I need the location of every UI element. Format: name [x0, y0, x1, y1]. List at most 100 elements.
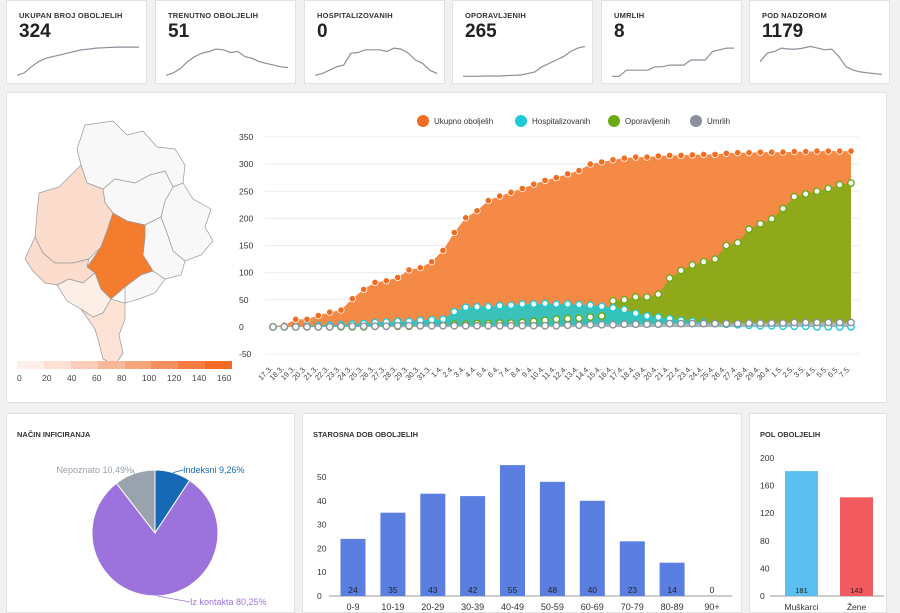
data-point[interactable] — [405, 266, 413, 274]
data-point[interactable] — [530, 180, 538, 188]
data-point[interactable] — [371, 278, 379, 286]
bar[interactable] — [579, 500, 605, 596]
data-point[interactable] — [631, 309, 640, 318]
data-point[interactable] — [666, 151, 674, 159]
bar[interactable] — [460, 496, 486, 596]
data-point[interactable] — [359, 322, 368, 331]
montenegro-map[interactable] — [15, 113, 225, 383]
data-point[interactable] — [767, 215, 776, 223]
data-point[interactable] — [598, 158, 606, 166]
data-point[interactable] — [643, 153, 651, 161]
data-point[interactable] — [552, 315, 561, 324]
kpi-card[interactable]: UKUPAN BROJ OBOLJELIH 324 — [6, 0, 147, 84]
data-point[interactable] — [348, 295, 356, 303]
data-point[interactable] — [552, 174, 560, 182]
map-region-south-east[interactable] — [124, 270, 166, 304]
data-point[interactable] — [575, 166, 583, 175]
data-point[interactable] — [654, 320, 663, 329]
data-point[interactable] — [665, 319, 674, 328]
data-point[interactable] — [824, 184, 833, 193]
data-point[interactable] — [597, 320, 606, 329]
data-point[interactable] — [801, 190, 810, 198]
data-point[interactable] — [711, 150, 719, 158]
data-point[interactable] — [427, 321, 436, 330]
data-point[interactable] — [688, 151, 696, 159]
kpi-card[interactable]: UMRLIH 8 — [601, 0, 742, 84]
data-point[interactable] — [269, 322, 277, 331]
data-point[interactable] — [643, 293, 651, 301]
bar[interactable] — [539, 481, 565, 596]
data-point[interactable] — [745, 225, 753, 234]
bar[interactable] — [420, 493, 446, 596]
data-point[interactable] — [326, 308, 334, 316]
pie-slice[interactable] — [115, 469, 156, 535]
data-point[interactable] — [654, 152, 662, 160]
data-point[interactable] — [734, 149, 742, 157]
timeline-legend-item[interactable]: Oporavljenih — [608, 115, 670, 127]
data-point[interactable] — [393, 321, 402, 330]
data-point[interactable] — [790, 192, 799, 201]
data-point[interactable] — [575, 314, 583, 323]
bar[interactable] — [380, 512, 406, 596]
data-point[interactable] — [450, 321, 459, 330]
bar[interactable] — [840, 497, 873, 596]
data-point[interactable] — [507, 188, 515, 196]
data-point[interactable] — [654, 290, 663, 299]
data-point[interactable] — [450, 228, 458, 237]
data-point[interactable] — [779, 319, 787, 328]
data-point[interactable] — [711, 319, 719, 328]
data-point[interactable] — [756, 148, 764, 156]
data-point[interactable] — [597, 302, 606, 311]
data-point[interactable] — [405, 321, 413, 330]
data-point[interactable] — [824, 318, 833, 327]
data-point[interactable] — [620, 154, 628, 162]
data-point[interactable] — [847, 318, 855, 327]
data-point[interactable] — [768, 148, 776, 156]
data-point[interactable] — [473, 321, 481, 330]
data-point[interactable] — [292, 315, 300, 323]
data-point[interactable] — [756, 219, 765, 228]
data-point[interactable] — [473, 302, 481, 311]
data-point[interactable] — [745, 149, 753, 157]
data-point[interactable] — [394, 273, 402, 282]
data-point[interactable] — [314, 311, 322, 320]
data-point[interactable] — [597, 312, 606, 320]
timeline-legend-item[interactable]: Ukupno oboljelih — [417, 115, 493, 127]
data-point[interactable] — [813, 318, 821, 327]
data-point[interactable] — [507, 321, 515, 330]
data-point[interactable] — [564, 170, 572, 178]
data-point[interactable] — [813, 147, 821, 155]
data-point[interactable] — [835, 318, 844, 327]
kpi-card[interactable]: TRENUTNO OBOLJELIH 51 — [155, 0, 296, 84]
data-point[interactable] — [790, 318, 799, 327]
data-point[interactable] — [586, 160, 594, 168]
data-point[interactable] — [801, 318, 810, 327]
data-point[interactable] — [484, 302, 493, 311]
data-point[interactable] — [575, 300, 583, 309]
data-point[interactable] — [416, 264, 424, 272]
data-point[interactable] — [529, 300, 538, 309]
data-point[interactable] — [677, 266, 685, 275]
data-point[interactable] — [847, 147, 855, 155]
data-point[interactable] — [541, 299, 549, 308]
data-point[interactable] — [541, 176, 549, 185]
data-point[interactable] — [416, 321, 425, 330]
data-point[interactable] — [722, 241, 731, 250]
data-point[interactable] — [563, 321, 572, 330]
kpi-card[interactable]: OPORAVLJENIH 265 — [452, 0, 593, 84]
data-point[interactable] — [790, 147, 798, 156]
data-point[interactable] — [779, 148, 787, 156]
data-point[interactable] — [496, 192, 504, 200]
data-point[interactable] — [428, 258, 436, 266]
data-point[interactable] — [779, 204, 787, 213]
data-point[interactable] — [382, 277, 390, 285]
data-point[interactable] — [563, 300, 572, 309]
data-point[interactable] — [439, 246, 447, 255]
data-point[interactable] — [586, 313, 595, 322]
data-point[interactable] — [620, 305, 629, 314]
data-point[interactable] — [586, 301, 595, 310]
data-point[interactable] — [450, 307, 459, 316]
timeline-legend-item[interactable]: Umrlih — [690, 115, 730, 127]
data-point[interactable] — [699, 257, 708, 266]
data-point[interactable] — [484, 321, 493, 330]
